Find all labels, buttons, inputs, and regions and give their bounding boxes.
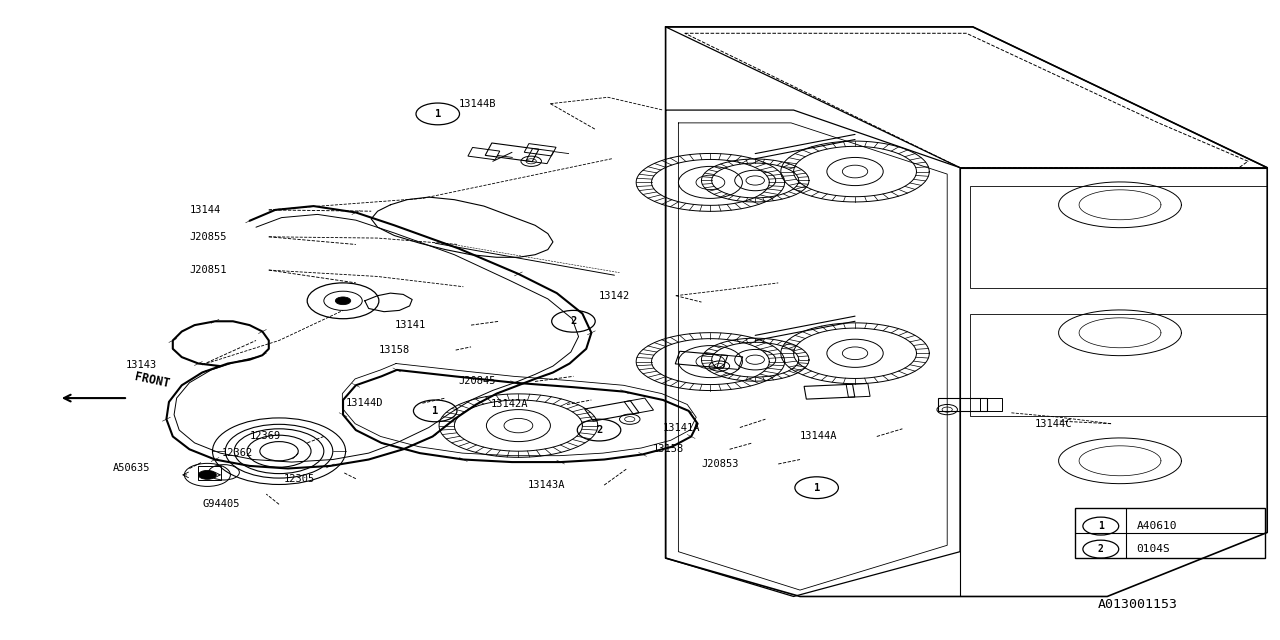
Text: 1: 1 [435,109,440,119]
Text: 13141: 13141 [394,320,425,330]
Text: 13144A: 13144A [800,431,837,442]
Text: 13144C: 13144C [1034,419,1071,429]
Text: 2: 2 [1098,544,1103,554]
Circle shape [198,470,216,479]
Text: 13158: 13158 [653,444,684,454]
Text: 13144D: 13144D [346,398,383,408]
Text: A50635: A50635 [113,463,150,474]
Text: 13144: 13144 [189,205,220,215]
Text: A40610: A40610 [1137,521,1178,531]
Text: J20845: J20845 [458,376,495,387]
Text: 0104S: 0104S [1137,544,1170,554]
Text: 13141A: 13141A [663,422,700,433]
Text: FRONT: FRONT [133,371,170,390]
Circle shape [335,297,351,305]
Text: 13142A: 13142A [490,399,527,410]
Text: 12369: 12369 [250,431,280,442]
Text: A013001153: A013001153 [1098,598,1179,611]
Text: J20853: J20853 [701,459,739,469]
Text: J20855: J20855 [189,232,227,242]
Text: 13143A: 13143A [527,480,564,490]
Text: 12305: 12305 [284,474,315,484]
Text: 2: 2 [571,316,576,326]
Bar [198,466,221,480]
Bar [970,314,1267,416]
Text: J20851: J20851 [189,265,227,275]
Bar [1075,508,1265,558]
Text: 1: 1 [433,406,438,416]
Text: 12362: 12362 [221,448,252,458]
Text: 2: 2 [596,425,602,435]
Text: 13142: 13142 [599,291,630,301]
Text: 13144B: 13144B [458,99,495,109]
Bar [970,186,1267,288]
Text: G94405: G94405 [202,499,239,509]
Text: 13158: 13158 [379,345,410,355]
Text: 13143: 13143 [125,360,156,370]
Text: 1: 1 [814,483,819,493]
Text: 1: 1 [1098,521,1103,531]
